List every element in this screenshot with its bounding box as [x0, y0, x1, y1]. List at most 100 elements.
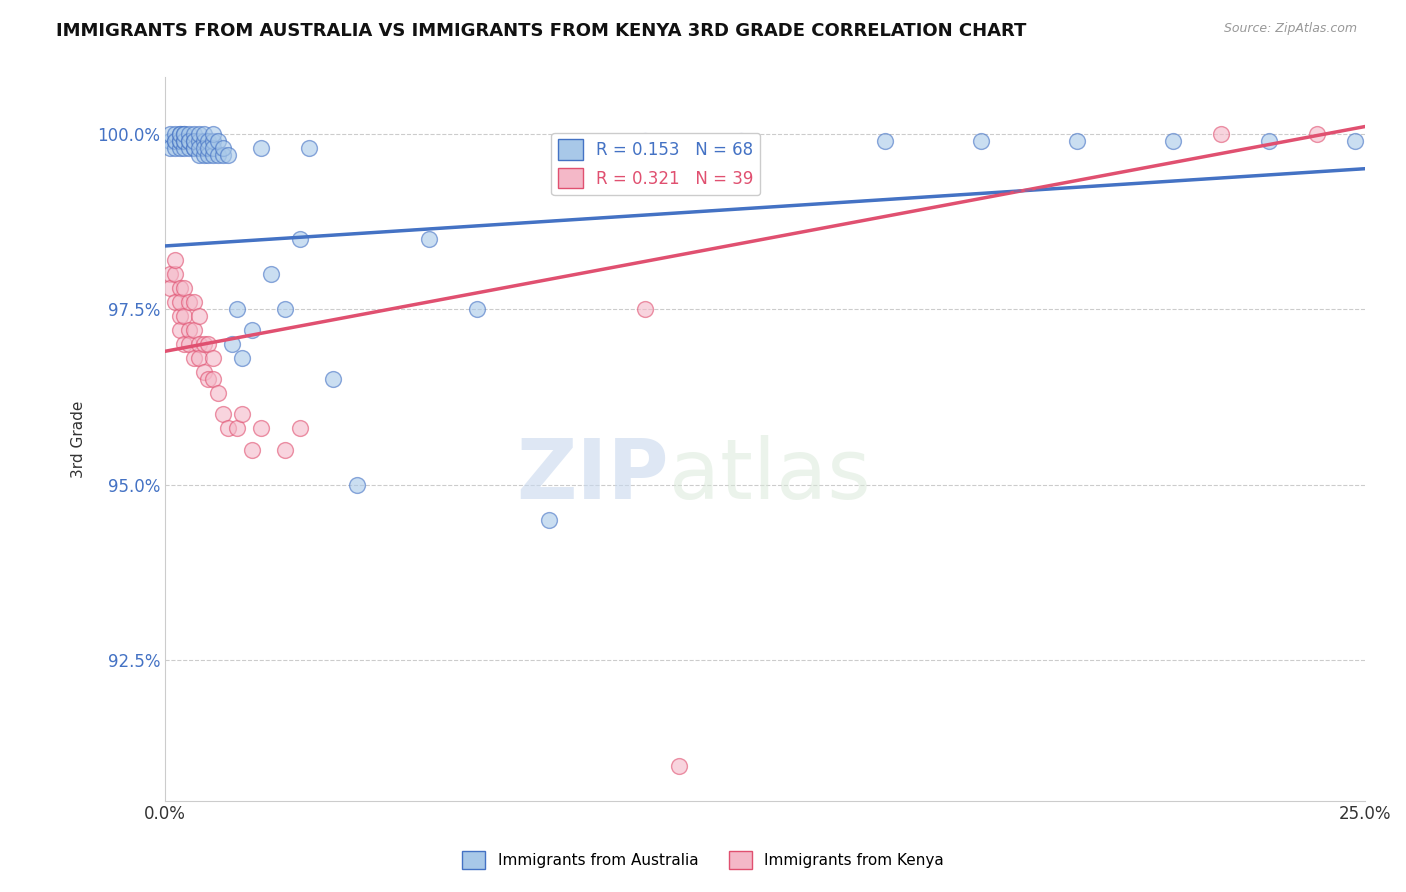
Point — [183, 323, 205, 337]
Point — [169, 295, 191, 310]
Point — [274, 302, 297, 317]
Point — [173, 134, 195, 148]
Point — [187, 309, 209, 323]
Point — [183, 141, 205, 155]
Point — [173, 127, 195, 141]
Point — [1257, 134, 1279, 148]
Point — [873, 134, 896, 148]
Legend: R = 0.153   N = 68, R = 0.321   N = 39: R = 0.153 N = 68, R = 0.321 N = 39 — [551, 133, 761, 195]
Point — [163, 134, 186, 148]
Point — [288, 421, 311, 435]
Point — [169, 127, 191, 141]
Point — [163, 267, 186, 281]
Point — [202, 127, 225, 141]
Point — [260, 267, 283, 281]
Text: IMMIGRANTS FROM AUSTRALIA VS IMMIGRANTS FROM KENYA 3RD GRADE CORRELATION CHART: IMMIGRANTS FROM AUSTRALIA VS IMMIGRANTS … — [56, 22, 1026, 40]
Point — [1344, 134, 1367, 148]
Point — [183, 127, 205, 141]
Point — [217, 421, 239, 435]
Legend: Immigrants from Australia, Immigrants from Kenya: Immigrants from Australia, Immigrants fr… — [457, 845, 949, 875]
Point — [197, 337, 219, 351]
Point — [179, 337, 201, 351]
Point — [179, 323, 201, 337]
Point — [211, 147, 233, 161]
Point — [187, 147, 209, 161]
Point — [169, 134, 191, 148]
Point — [193, 127, 215, 141]
Point — [179, 134, 201, 148]
Point — [163, 295, 186, 310]
Point — [250, 421, 273, 435]
Point — [217, 147, 239, 161]
Point — [202, 147, 225, 161]
Point — [634, 302, 657, 317]
Point — [1066, 134, 1088, 148]
Point — [183, 351, 205, 366]
Point — [465, 302, 488, 317]
Text: ZIP: ZIP — [516, 434, 669, 516]
Point — [240, 442, 263, 457]
Point — [193, 365, 215, 379]
Point — [169, 281, 191, 295]
Point — [193, 134, 215, 148]
Point — [173, 127, 195, 141]
Point — [288, 232, 311, 246]
Point — [298, 141, 321, 155]
Point — [193, 147, 215, 161]
Point — [187, 337, 209, 351]
Point — [634, 134, 657, 148]
Point — [274, 442, 297, 457]
Point — [187, 141, 209, 155]
Point — [163, 141, 186, 155]
Point — [159, 134, 181, 148]
Point — [970, 134, 993, 148]
Point — [346, 477, 368, 491]
Point — [197, 134, 219, 148]
Point — [173, 281, 195, 295]
Point — [179, 295, 201, 310]
Point — [202, 141, 225, 155]
Point — [197, 372, 219, 386]
Point — [202, 372, 225, 386]
Point — [322, 372, 344, 386]
Point — [183, 134, 205, 148]
Point — [183, 134, 205, 148]
Point — [207, 134, 229, 148]
Point — [159, 281, 181, 295]
Point — [173, 134, 195, 148]
Point — [1306, 127, 1329, 141]
Point — [202, 134, 225, 148]
Point — [1209, 127, 1232, 141]
Point — [179, 134, 201, 148]
Point — [183, 141, 205, 155]
Point — [179, 127, 201, 141]
Point — [179, 141, 201, 155]
Point — [197, 147, 219, 161]
Point — [169, 323, 191, 337]
Point — [668, 758, 690, 772]
Point — [187, 127, 209, 141]
Point — [173, 337, 195, 351]
Point — [183, 295, 205, 310]
Point — [207, 386, 229, 401]
Point — [197, 141, 219, 155]
Point — [163, 127, 186, 141]
Y-axis label: 3rd Grade: 3rd Grade — [72, 401, 86, 478]
Point — [1161, 134, 1184, 148]
Point — [202, 351, 225, 366]
Point — [193, 141, 215, 155]
Point — [231, 408, 253, 422]
Point — [173, 141, 195, 155]
Point — [211, 141, 233, 155]
Text: atlas: atlas — [669, 434, 870, 516]
Point — [418, 232, 440, 246]
Point — [221, 337, 243, 351]
Point — [159, 141, 181, 155]
Point — [169, 141, 191, 155]
Point — [173, 309, 195, 323]
Point — [207, 147, 229, 161]
Point — [187, 134, 209, 148]
Point — [193, 337, 215, 351]
Point — [163, 252, 186, 267]
Text: Source: ZipAtlas.com: Source: ZipAtlas.com — [1223, 22, 1357, 36]
